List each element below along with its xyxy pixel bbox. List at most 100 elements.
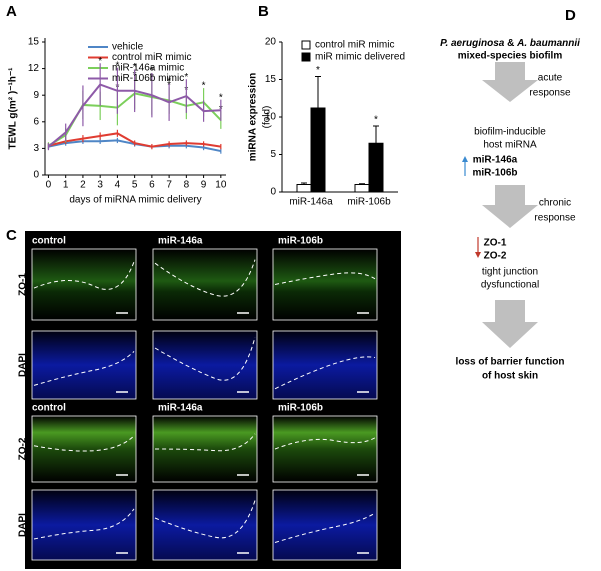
column-label: miR-146a xyxy=(158,236,203,247)
bar xyxy=(368,142,384,193)
column-label: control xyxy=(32,236,66,247)
tissue-boundary xyxy=(154,500,256,539)
x-tick-label: 9 xyxy=(201,180,207,191)
diagram-text: ZO-2 xyxy=(484,251,507,262)
panel-label: B xyxy=(258,3,269,20)
diagram-title: P. aeruginosa & A. baumannii xyxy=(440,38,580,49)
x-tick-label: 8 xyxy=(184,180,190,191)
y-tick-label: 20 xyxy=(265,37,277,48)
x-tick-label: 10 xyxy=(215,180,227,191)
column-label: miR-106b xyxy=(278,403,323,414)
legend-label: vehicle xyxy=(112,42,144,53)
x-tick-label: 4 xyxy=(115,180,121,191)
tissue-boundary xyxy=(274,272,376,285)
bar xyxy=(310,107,326,193)
diagram-text: host miRNA xyxy=(483,140,537,151)
significance-star: * xyxy=(374,115,378,126)
micrograph xyxy=(152,489,258,561)
y-tick-label: 5 xyxy=(270,149,276,160)
micrograph xyxy=(31,415,137,483)
diagram-text: of host skin xyxy=(482,371,538,382)
panel-label: A xyxy=(6,3,17,20)
significance-star: * xyxy=(115,60,119,71)
micrograph xyxy=(31,248,137,321)
micrograph xyxy=(272,330,378,400)
column-label: control xyxy=(32,403,66,414)
significance-star: * xyxy=(150,66,154,77)
y-tick-label: 15 xyxy=(28,37,40,48)
title-part: A. baumannii xyxy=(516,38,580,49)
tissue-boundary xyxy=(33,435,135,452)
significance-star: * xyxy=(184,72,188,83)
tissue-boundary xyxy=(274,512,376,543)
diagram-text: miR-106b xyxy=(472,168,517,179)
x-tick-label: 0 xyxy=(46,180,52,191)
y-tick-label: 15 xyxy=(265,74,277,85)
x-tick-label: miR-146a xyxy=(289,197,333,208)
y-tick-label: 3 xyxy=(33,143,39,154)
micrograph xyxy=(31,330,137,400)
x-tick-label: 2 xyxy=(80,180,86,191)
x-tick-label: 3 xyxy=(97,180,103,191)
diagram-text: miR-146a xyxy=(473,155,518,166)
tissue-boundary xyxy=(154,259,256,297)
column-label: miR-106b xyxy=(278,236,323,247)
diagram-text: ZO-1 xyxy=(484,238,507,249)
legend-label: miR-106b mimic xyxy=(112,73,184,84)
y-tick-label: 12 xyxy=(28,63,40,74)
title-part: P. aeruginosa xyxy=(440,38,505,49)
micrograph xyxy=(152,330,258,400)
tissue-boundary xyxy=(274,437,376,450)
diagram-text: dysfunctional xyxy=(481,280,539,291)
diagram-text: response xyxy=(534,213,576,224)
x-tick-label: 7 xyxy=(166,180,172,191)
x-tick-label: 6 xyxy=(149,180,155,191)
micrograph xyxy=(272,248,378,321)
micrograph xyxy=(152,248,258,321)
diagram-arrows xyxy=(462,62,538,348)
diagram-text: acute xyxy=(538,73,563,84)
x-tick-label: 1 xyxy=(63,180,69,191)
tissue-boundary xyxy=(33,508,135,540)
x-tick-label: miR-106b xyxy=(347,197,391,208)
tissue-boundary xyxy=(154,336,256,381)
legend-label: miR mimic delivered xyxy=(315,52,405,63)
significance-star: * xyxy=(202,81,206,92)
significance-star: * xyxy=(98,56,102,67)
y-tick-label: 10 xyxy=(265,112,277,123)
y-tick-label: 0 xyxy=(33,170,39,181)
diagram-text: tight junction xyxy=(482,267,538,278)
tissue-boundary xyxy=(274,356,376,390)
bar xyxy=(296,184,312,193)
micrograph xyxy=(152,415,258,483)
y-tick-label: 0 xyxy=(270,187,276,198)
row-label: DAPI xyxy=(18,513,29,537)
micrograph xyxy=(31,489,137,561)
significance-star: * xyxy=(316,65,320,76)
y-tick-label: 9 xyxy=(33,90,39,101)
legend-label: miR-146a mimic xyxy=(112,63,184,74)
diagram-text: biofilm-inducible xyxy=(474,127,546,138)
panel-label: D xyxy=(565,7,576,24)
legend-label: control miR mimic xyxy=(315,40,394,51)
column-label: miR-146a xyxy=(158,403,203,414)
significance-star: * xyxy=(167,76,171,87)
micrograph xyxy=(272,415,378,483)
diagram-text: response xyxy=(529,88,571,99)
row-label: ZO-2 xyxy=(18,437,29,460)
diagram-text: loss of barrier function xyxy=(456,357,565,368)
legend-swatch xyxy=(301,52,311,62)
bar xyxy=(354,184,370,193)
legend-label: control miR mimic xyxy=(112,52,191,63)
legend-swatch xyxy=(301,40,311,50)
tissue-boundary xyxy=(154,433,256,452)
panel-label: C xyxy=(6,227,17,244)
micrograph xyxy=(272,489,378,561)
diagram-subtitle: mixed-species biofilm xyxy=(458,51,563,62)
significance-star: * xyxy=(133,62,137,73)
y-tick-label: 6 xyxy=(33,116,39,127)
y-axis-label: miRNA expression xyxy=(248,73,259,162)
row-label: DAPI xyxy=(18,353,29,377)
x-axis-label: days of miRNA mimic delivery xyxy=(69,195,201,206)
